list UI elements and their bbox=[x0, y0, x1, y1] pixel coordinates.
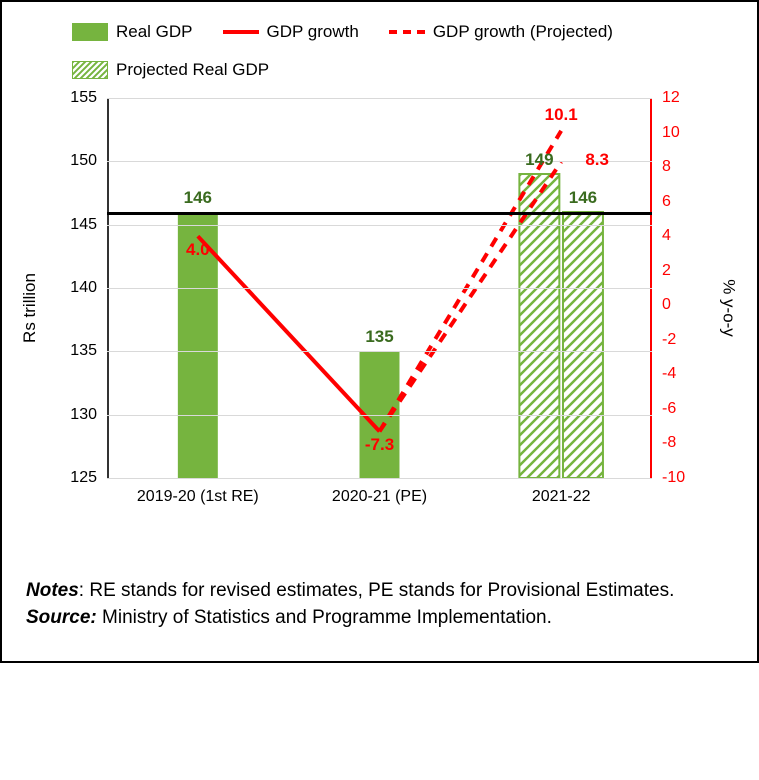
y-axis-right-label: % y-o-y bbox=[719, 279, 739, 337]
dash-swatch-icon bbox=[389, 30, 425, 34]
y-right-tick: 4 bbox=[662, 227, 671, 245]
gridline bbox=[107, 225, 652, 226]
y-right-tick: 2 bbox=[662, 262, 671, 280]
line-value-label: 10.1 bbox=[545, 105, 578, 125]
gridline bbox=[107, 415, 652, 416]
legend: Real GDP GDP growth GDP growth (Projected)… bbox=[72, 22, 737, 80]
y-axis-left-label: Rs trillion bbox=[20, 273, 40, 343]
bar-swatch-icon bbox=[72, 23, 108, 41]
y-right-tick: -8 bbox=[662, 434, 676, 452]
x-axis-category: 2019-20 (1st RE) bbox=[107, 488, 289, 518]
bar bbox=[563, 212, 603, 478]
legend-item: Real GDP bbox=[72, 22, 193, 42]
y-right-tick: 8 bbox=[662, 158, 671, 176]
x-axis-category: 2020-21 (PE) bbox=[289, 488, 471, 518]
chart-area: Rs trillion % y-o-y 12513013514014515015… bbox=[52, 98, 707, 518]
reference-line bbox=[107, 212, 652, 215]
plot-region: 125130135140145150155-10-8-6-4-202468101… bbox=[107, 98, 652, 478]
legend-item: Projected Real GDP bbox=[72, 60, 269, 80]
gridline bbox=[107, 478, 652, 479]
line-value-label: 8.3 bbox=[585, 150, 609, 170]
y-right-tick: 12 bbox=[662, 89, 680, 107]
y-right-tick: -10 bbox=[662, 469, 685, 487]
growth-line bbox=[198, 236, 380, 431]
legend-label: Projected Real GDP bbox=[116, 60, 269, 80]
line-value-label: -7.3 bbox=[365, 435, 394, 455]
notes-text: : RE stands for revised estimates, PE st… bbox=[79, 580, 675, 601]
gridline bbox=[107, 98, 652, 99]
bar-value-label: 135 bbox=[365, 327, 393, 347]
legend-label: Real GDP bbox=[116, 22, 193, 42]
line-value-label: 4.0 bbox=[186, 240, 210, 260]
bar bbox=[519, 174, 559, 478]
y-left-tick: 135 bbox=[70, 342, 97, 360]
gridline bbox=[107, 288, 652, 289]
y-right-tick: 6 bbox=[662, 193, 671, 211]
bar-value-label: 146 bbox=[184, 188, 212, 208]
x-axis-category: 2021-22 bbox=[470, 488, 652, 518]
legend-label: GDP growth (Projected) bbox=[433, 22, 613, 42]
y-right-tick: -4 bbox=[662, 365, 676, 383]
source-prefix: Source: bbox=[26, 607, 97, 628]
y-right-tick: -6 bbox=[662, 400, 676, 418]
y-right-tick: -2 bbox=[662, 331, 676, 349]
footnotes: Notes: RE stands for revised estimates, … bbox=[22, 578, 737, 631]
x-axis: 2019-20 (1st RE)2020-21 (PE)2021-22 bbox=[107, 488, 652, 518]
legend-item: GDP growth (Projected) bbox=[389, 22, 613, 42]
notes-line: Notes: RE stands for revised estimates, … bbox=[26, 578, 733, 605]
line-swatch-icon bbox=[223, 30, 259, 34]
chart-page: Real GDP GDP growth GDP growth (Projected)… bbox=[0, 0, 759, 663]
legend-item: GDP growth bbox=[223, 22, 359, 42]
bar-value-label: 146 bbox=[569, 188, 597, 208]
y-left-tick: 150 bbox=[70, 152, 97, 170]
hatch-swatch-icon bbox=[72, 61, 108, 79]
notes-prefix: Notes bbox=[26, 580, 79, 601]
legend-label: GDP growth bbox=[267, 22, 359, 42]
y-left-tick: 130 bbox=[70, 406, 97, 424]
y-right-tick: 10 bbox=[662, 124, 680, 142]
y-left-tick: 155 bbox=[70, 89, 97, 107]
y-left-tick: 140 bbox=[70, 279, 97, 297]
source-line: Source: Ministry of Statistics and Progr… bbox=[26, 605, 733, 632]
y-right-tick: 0 bbox=[662, 296, 671, 314]
bar-value-label: 149 bbox=[525, 150, 553, 170]
gridline bbox=[107, 351, 652, 352]
source-text: Ministry of Statistics and Programme Imp… bbox=[97, 607, 552, 628]
y-left-tick: 145 bbox=[70, 216, 97, 234]
y-left-tick: 125 bbox=[70, 469, 97, 487]
gridline bbox=[107, 161, 652, 162]
